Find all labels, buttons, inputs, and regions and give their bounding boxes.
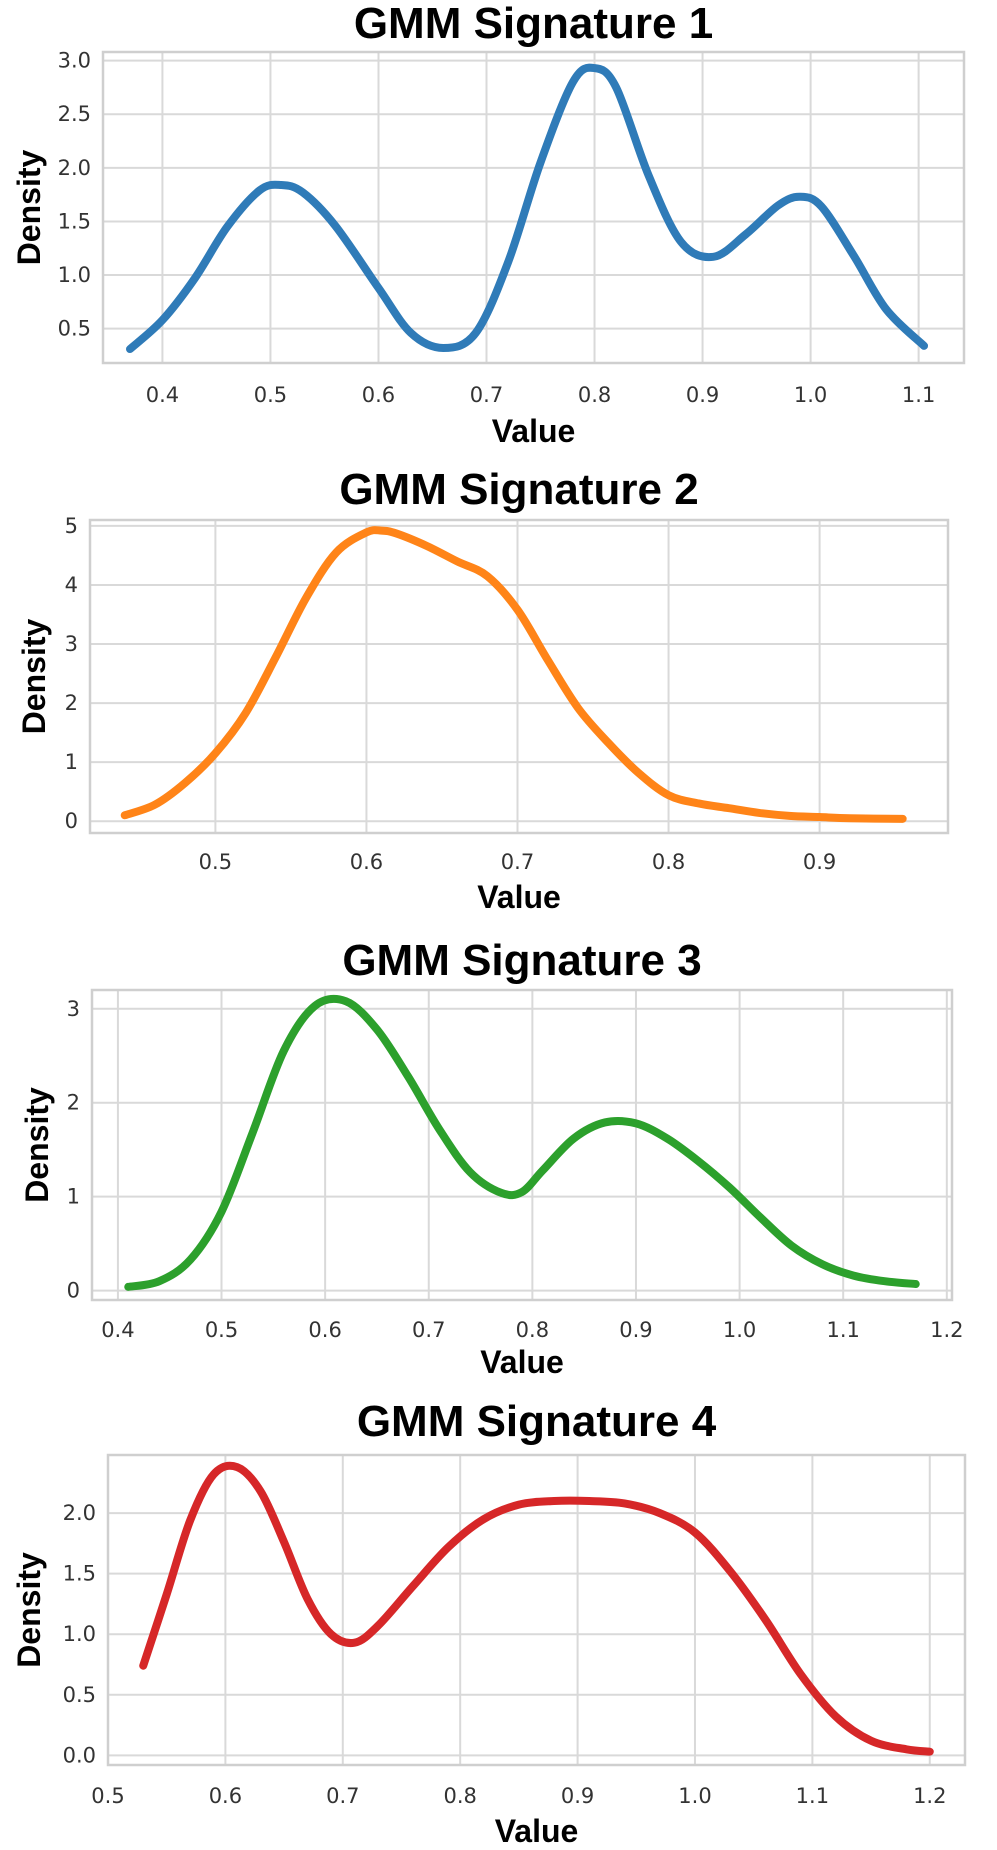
x-tick-label: 1.1 bbox=[902, 383, 935, 407]
x-tick-label: 0.7 bbox=[412, 1318, 445, 1342]
x-tick-label: 0.5 bbox=[199, 850, 232, 874]
plot-frame bbox=[90, 988, 954, 1302]
y-tick-label: 1.5 bbox=[58, 209, 91, 233]
y-tick-label: 0.5 bbox=[63, 1683, 96, 1707]
y-tick-labels: 0 1 2 3 4 5 bbox=[65, 514, 78, 833]
x-tick-label: 0.7 bbox=[326, 1784, 359, 1808]
x-tick-label: 1.1 bbox=[796, 1784, 829, 1808]
x-tick-label: 0.6 bbox=[308, 1318, 341, 1342]
chart-title: GMM Signature 4 bbox=[357, 1397, 717, 1446]
y-tick-label: 0.0 bbox=[63, 1743, 96, 1767]
x-axis-label: Value bbox=[495, 1813, 579, 1849]
y-axis-label: Density bbox=[11, 150, 47, 266]
y-axis-label: Density bbox=[16, 619, 52, 735]
x-tick-label: 0.9 bbox=[803, 850, 836, 874]
x-axis-label: Value bbox=[477, 879, 561, 915]
plot-frame bbox=[101, 50, 966, 365]
x-tick-label: 1.1 bbox=[827, 1318, 860, 1342]
chart-title: GMM Signature 1 bbox=[354, 0, 713, 48]
x-tick-label: 0.5 bbox=[91, 1784, 124, 1808]
y-tick-label: 0 bbox=[67, 1279, 80, 1303]
x-tick-label: 0.8 bbox=[516, 1318, 549, 1342]
x-tick-label: 0.9 bbox=[561, 1784, 594, 1808]
y-tick-label: 5 bbox=[65, 514, 78, 538]
y-tick-label: 1 bbox=[67, 1185, 80, 1209]
x-tick-label: 0.9 bbox=[686, 383, 719, 407]
x-axis-label: Value bbox=[480, 1344, 564, 1380]
x-tick-label: 0.6 bbox=[350, 850, 383, 874]
plot-frame bbox=[88, 518, 950, 835]
series-line bbox=[124, 994, 920, 1291]
chart-title: GMM Signature 3 bbox=[342, 936, 701, 985]
x-tick-label: 0.5 bbox=[254, 383, 287, 407]
x-tick-label: 0.4 bbox=[101, 1318, 134, 1342]
series-line bbox=[120, 526, 907, 823]
series-line bbox=[126, 63, 929, 354]
x-tick-labels: 0.4 0.5 0.6 0.7 0.8 0.9 1.0 1.1 1.2 bbox=[101, 1318, 963, 1342]
grid-lines bbox=[92, 990, 952, 1300]
chart-panel-3: 0.4 0.5 0.6 0.7 0.8 0.9 1.0 1.1 1.2 0 1 2 3 GMM Sig… bbox=[19, 936, 964, 1380]
x-tick-label: 0.8 bbox=[652, 850, 685, 874]
y-tick-labels: 0.0 0.5 1.0 1.5 2.0 bbox=[63, 1501, 96, 1767]
chart-panel-1: 0.4 0.5 0.6 0.7 0.8 0.9 1.0 1.1 0.5 1.0 1.5 2.0 2.5… bbox=[11, 0, 966, 449]
chart-panel-2: 0.5 0.6 0.7 0.8 0.9 0 1 2 3 4 5 GMM Signature 2 V… bbox=[16, 465, 950, 915]
x-tick-label: 0.8 bbox=[443, 1784, 476, 1808]
y-tick-label: 1 bbox=[65, 750, 78, 774]
grid-lines bbox=[90, 520, 948, 833]
plot-frame bbox=[106, 1453, 967, 1767]
chart-panel-4: 0.5 0.6 0.7 0.8 0.9 1.0 1.1 1.2 0.0 0.5 1.0 1.5 2.0… bbox=[11, 1397, 967, 1849]
x-axis-label: Value bbox=[492, 413, 576, 449]
x-tick-label: 1.0 bbox=[794, 383, 827, 407]
y-tick-label: 4 bbox=[65, 573, 78, 597]
grid-lines bbox=[103, 52, 964, 363]
y-tick-labels: 0 1 2 3 bbox=[67, 997, 80, 1303]
chart-title: GMM Signature 2 bbox=[339, 465, 698, 514]
y-axis-label: Density bbox=[11, 1552, 47, 1668]
y-tick-label: 1.5 bbox=[63, 1562, 96, 1586]
x-tick-label: 0.5 bbox=[205, 1318, 238, 1342]
y-tick-label: 3 bbox=[65, 632, 78, 656]
x-tick-label: 0.9 bbox=[619, 1318, 652, 1342]
x-tick-label: 0.6 bbox=[209, 1784, 242, 1808]
x-tick-label: 0.7 bbox=[470, 383, 503, 407]
y-tick-label: 1.0 bbox=[58, 263, 91, 287]
x-tick-label: 1.0 bbox=[678, 1784, 711, 1808]
y-tick-label: 2.5 bbox=[58, 102, 91, 126]
x-tick-label: 1.0 bbox=[723, 1318, 756, 1342]
x-tick-labels: 0.5 0.6 0.7 0.8 0.9 1.0 1.1 1.2 bbox=[91, 1784, 946, 1808]
x-tick-label: 0.4 bbox=[146, 383, 179, 407]
y-tick-label: 0 bbox=[65, 809, 78, 833]
y-tick-label: 0.5 bbox=[58, 317, 91, 341]
x-tick-label: 1.2 bbox=[913, 1784, 946, 1808]
y-tick-label: 3.0 bbox=[58, 49, 91, 73]
y-axis-label: Density bbox=[19, 1087, 55, 1203]
y-tick-label: 2.0 bbox=[58, 156, 91, 180]
y-tick-labels: 0.5 1.0 1.5 2.0 2.5 3.0 bbox=[58, 49, 91, 341]
y-tick-label: 2 bbox=[65, 691, 78, 715]
y-tick-label: 2 bbox=[67, 1091, 80, 1115]
y-tick-label: 1.0 bbox=[63, 1622, 96, 1646]
x-tick-labels: 0.5 0.6 0.7 0.8 0.9 bbox=[199, 850, 837, 874]
x-tick-labels: 0.4 0.5 0.6 0.7 0.8 0.9 1.0 1.1 bbox=[146, 383, 936, 407]
x-tick-label: 0.6 bbox=[362, 383, 395, 407]
y-tick-label: 2.0 bbox=[63, 1501, 96, 1525]
x-tick-label: 1.2 bbox=[930, 1318, 963, 1342]
x-tick-label: 0.7 bbox=[501, 850, 534, 874]
series-line bbox=[139, 1461, 934, 1756]
y-tick-label: 3 bbox=[67, 997, 80, 1021]
x-tick-label: 0.8 bbox=[578, 383, 611, 407]
